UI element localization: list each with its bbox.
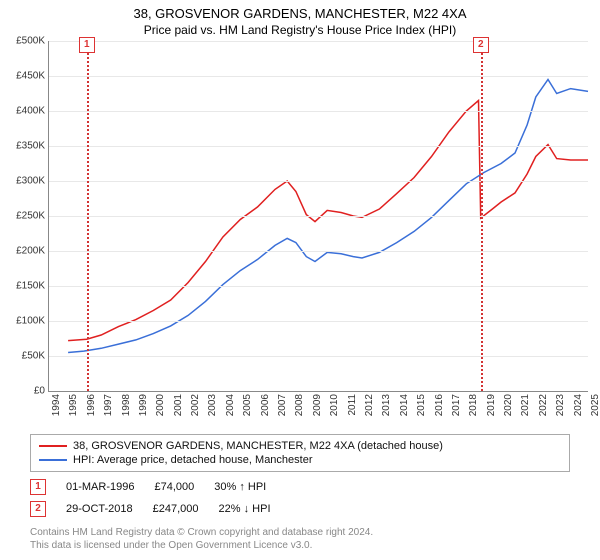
x-tick-label: 2012 [364,394,375,416]
legend-item: HPI: Average price, detached house, Manc… [39,453,561,467]
y-tick-label: £350K [3,141,45,152]
gridline [49,216,588,217]
attribution-line: This data is licensed under the Open Gov… [30,539,570,552]
note-row: 2 29-OCT-2018 £247,000 22% ↓ HPI [30,498,570,520]
attribution-text: Contains HM Land Registry data © Crown c… [30,526,570,552]
x-tick-label: 2018 [468,394,479,416]
x-tick-label: 2010 [329,394,340,416]
x-tick-label: 2007 [277,394,288,416]
note-marker: 1 [30,479,46,495]
gridline [49,251,588,252]
y-tick-label: £0 [3,386,45,397]
x-tick-label: 2021 [520,394,531,416]
gridline [49,286,588,287]
x-tick-label: 2022 [538,394,549,416]
gridline [49,41,588,42]
y-tick-label: £400K [3,106,45,117]
x-tick-label: 1994 [51,394,62,416]
legend-label: 38, GROSVENOR GARDENS, MANCHESTER, M22 4… [73,440,443,452]
x-tick-label: 2002 [190,394,201,416]
chart-container: 38, GROSVENOR GARDENS, MANCHESTER, M22 4… [0,0,600,560]
series-price [68,101,588,341]
x-tick-label: 2004 [225,394,236,416]
y-tick-label: £250K [3,211,45,222]
note-delta: 30% ↑ HPI [214,481,266,493]
note-date: 01-MAR-1996 [66,481,134,493]
gridline [49,111,588,112]
legend-swatch [39,459,67,461]
note-price: £247,000 [153,503,199,515]
note-marker: 2 [30,501,46,517]
y-tick-label: £450K [3,71,45,82]
x-tick-label: 2001 [173,394,184,416]
x-tick-label: 2008 [294,394,305,416]
x-tick-label: 2024 [573,394,584,416]
attribution-line: Contains HM Land Registry data © Crown c… [30,526,570,539]
reference-line [87,41,89,391]
legend-label: HPI: Average price, detached house, Manc… [73,454,313,466]
y-tick-label: £150K [3,281,45,292]
y-tick-label: £200K [3,246,45,257]
legend-item: 38, GROSVENOR GARDENS, MANCHESTER, M22 4… [39,439,561,453]
sale-notes: 1 01-MAR-1996 £74,000 30% ↑ HPI 2 29-OCT… [30,476,570,520]
x-tick-label: 2023 [555,394,566,416]
gridline [49,321,588,322]
reference-marker: 1 [79,37,95,53]
x-tick-label: 2013 [381,394,392,416]
y-tick-label: £500K [3,36,45,47]
x-tick-label: 2014 [399,394,410,416]
x-tick-label: 2020 [503,394,514,416]
y-tick-label: £300K [3,176,45,187]
note-delta: 22% ↓ HPI [219,503,271,515]
x-tick-label: 2006 [260,394,271,416]
gridline [49,356,588,357]
x-tick-label: 2000 [155,394,166,416]
x-axis-labels: 1994 1995 1996 1997 1998 1999 2000 2001 2002 2003… [48,392,588,428]
y-tick-label: £50K [3,351,45,362]
x-tick-label: 1996 [86,394,97,416]
x-tick-label: 2017 [451,394,462,416]
x-tick-label: 2005 [242,394,253,416]
reference-line [481,41,483,391]
x-tick-label: 1999 [138,394,149,416]
reference-marker: 2 [473,37,489,53]
gridline [49,146,588,147]
chart-title: 38, GROSVENOR GARDENS, MANCHESTER, M22 4… [0,0,600,21]
note-price: £74,000 [154,481,194,493]
note-date: 29-OCT-2018 [66,503,133,515]
x-tick-label: 1998 [121,394,132,416]
gridline [49,181,588,182]
x-tick-label: 2015 [416,394,427,416]
x-tick-label: 2016 [434,394,445,416]
y-tick-label: £100K [3,316,45,327]
x-tick-label: 1995 [68,394,79,416]
note-row: 1 01-MAR-1996 £74,000 30% ↑ HPI [30,476,570,498]
x-tick-label: 2009 [312,394,323,416]
x-tick-label: 2019 [486,394,497,416]
gridline [49,76,588,77]
x-tick-label: 2025 [590,394,600,416]
x-tick-label: 2011 [347,394,358,416]
x-tick-label: 2003 [207,394,218,416]
legend-swatch [39,445,67,447]
x-tick-label: 1997 [103,394,114,416]
plot-area: £0£50K£100K£150K£200K£250K£300K£350K£400… [48,41,588,392]
legend-box: 38, GROSVENOR GARDENS, MANCHESTER, M22 4… [30,434,570,472]
